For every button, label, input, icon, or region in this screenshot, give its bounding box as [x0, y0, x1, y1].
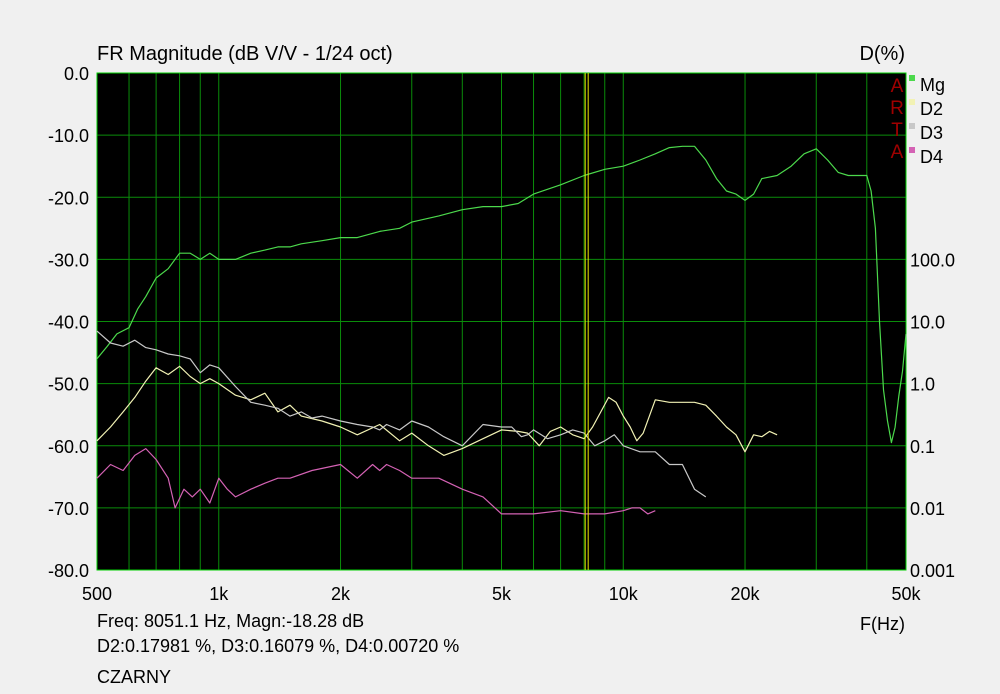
- legend: Mg D2 D3 D4: [909, 75, 945, 167]
- legend-swatch: [909, 147, 915, 153]
- x-tick-label: 1k: [209, 584, 229, 604]
- y-tick-label: -20.0: [48, 188, 89, 208]
- y-tick-label: -60.0: [48, 437, 89, 457]
- legend-label: D4: [920, 147, 943, 167]
- y2-tick-label: 0.001: [910, 561, 955, 581]
- watermark-letter: A: [891, 142, 904, 163]
- y2-tick-label: 1.0: [910, 375, 935, 395]
- series-layer: [96, 145, 907, 515]
- distortion-readout: D2:0.17981 %, D3:0.16079 %, D4:0.00720 %: [97, 636, 460, 656]
- measurement-name: CZARNY: [97, 667, 172, 687]
- legend-swatch: [909, 75, 915, 81]
- chart-title: FR Magnitude (dB V/V - 1/24 oct): [97, 43, 393, 65]
- series-line-d3: [96, 330, 707, 498]
- y2-tick-label: 0.01: [910, 499, 945, 519]
- x-axis-ticks: 500 1k 2k 5k 10k 20k 50k: [82, 584, 922, 604]
- x-tick-label: 50k: [891, 584, 921, 604]
- y2-tick-label: 100.0: [910, 250, 955, 270]
- y-tick-label: -70.0: [48, 499, 89, 519]
- legend-swatch: [909, 99, 915, 105]
- y-tick-label: -50.0: [48, 375, 89, 395]
- y-tick-label: -30.0: [48, 250, 89, 270]
- y2-tick-label: 0.1: [910, 437, 935, 457]
- x-tick-label: 500: [82, 584, 112, 604]
- series-line-d2: [96, 365, 778, 456]
- y-tick-label: -80.0: [48, 561, 89, 581]
- x-tick-label: 20k: [731, 584, 761, 604]
- legend-swatch: [909, 123, 915, 129]
- series-line-mg: [96, 145, 907, 444]
- y-tick-label: -10.0: [48, 126, 89, 146]
- y-tick-label: -40.0: [48, 313, 89, 333]
- legend-label: Mg: [920, 75, 945, 95]
- y-axis-ticks: 0.0 -10.0 -20.0 -30.0 -40.0 -50.0 -60.0 -70.0 -8…: [48, 64, 89, 581]
- y-tick-label: 0.0: [64, 64, 89, 84]
- x-tick-label: 5k: [492, 584, 512, 604]
- grid: [97, 73, 906, 570]
- watermark-letter: A: [891, 76, 904, 97]
- plot-border: [96, 72, 907, 571]
- watermark-letter: R: [890, 98, 904, 119]
- series-line-d4: [96, 448, 656, 515]
- y2-tick-label: 10.0: [910, 313, 945, 333]
- x-tick-label: 2k: [331, 584, 351, 604]
- watermark-letter: T: [891, 120, 903, 141]
- legend-label: D3: [920, 123, 943, 143]
- x-axis-label: F(Hz): [860, 614, 905, 634]
- cursor-readout: Freq: 8051.1 Hz, Magn:-18.28 dB: [97, 611, 365, 631]
- legend-label: D2: [920, 99, 943, 119]
- y2-axis-ticks: 100.0 10.0 1.0 0.1 0.01 0.001: [910, 250, 955, 581]
- right-axis-title: D(%): [859, 43, 905, 65]
- x-tick-label: 10k: [609, 584, 639, 604]
